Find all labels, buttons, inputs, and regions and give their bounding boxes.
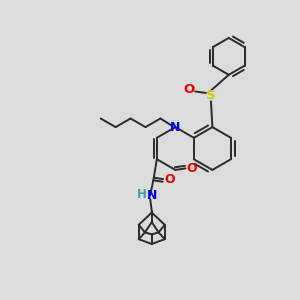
Text: S: S — [206, 89, 216, 102]
Text: O: O — [184, 82, 195, 96]
Text: O: O — [164, 172, 175, 186]
Text: H: H — [137, 188, 147, 201]
Text: O: O — [186, 162, 197, 175]
Text: N: N — [147, 189, 157, 202]
Text: N: N — [170, 121, 181, 134]
